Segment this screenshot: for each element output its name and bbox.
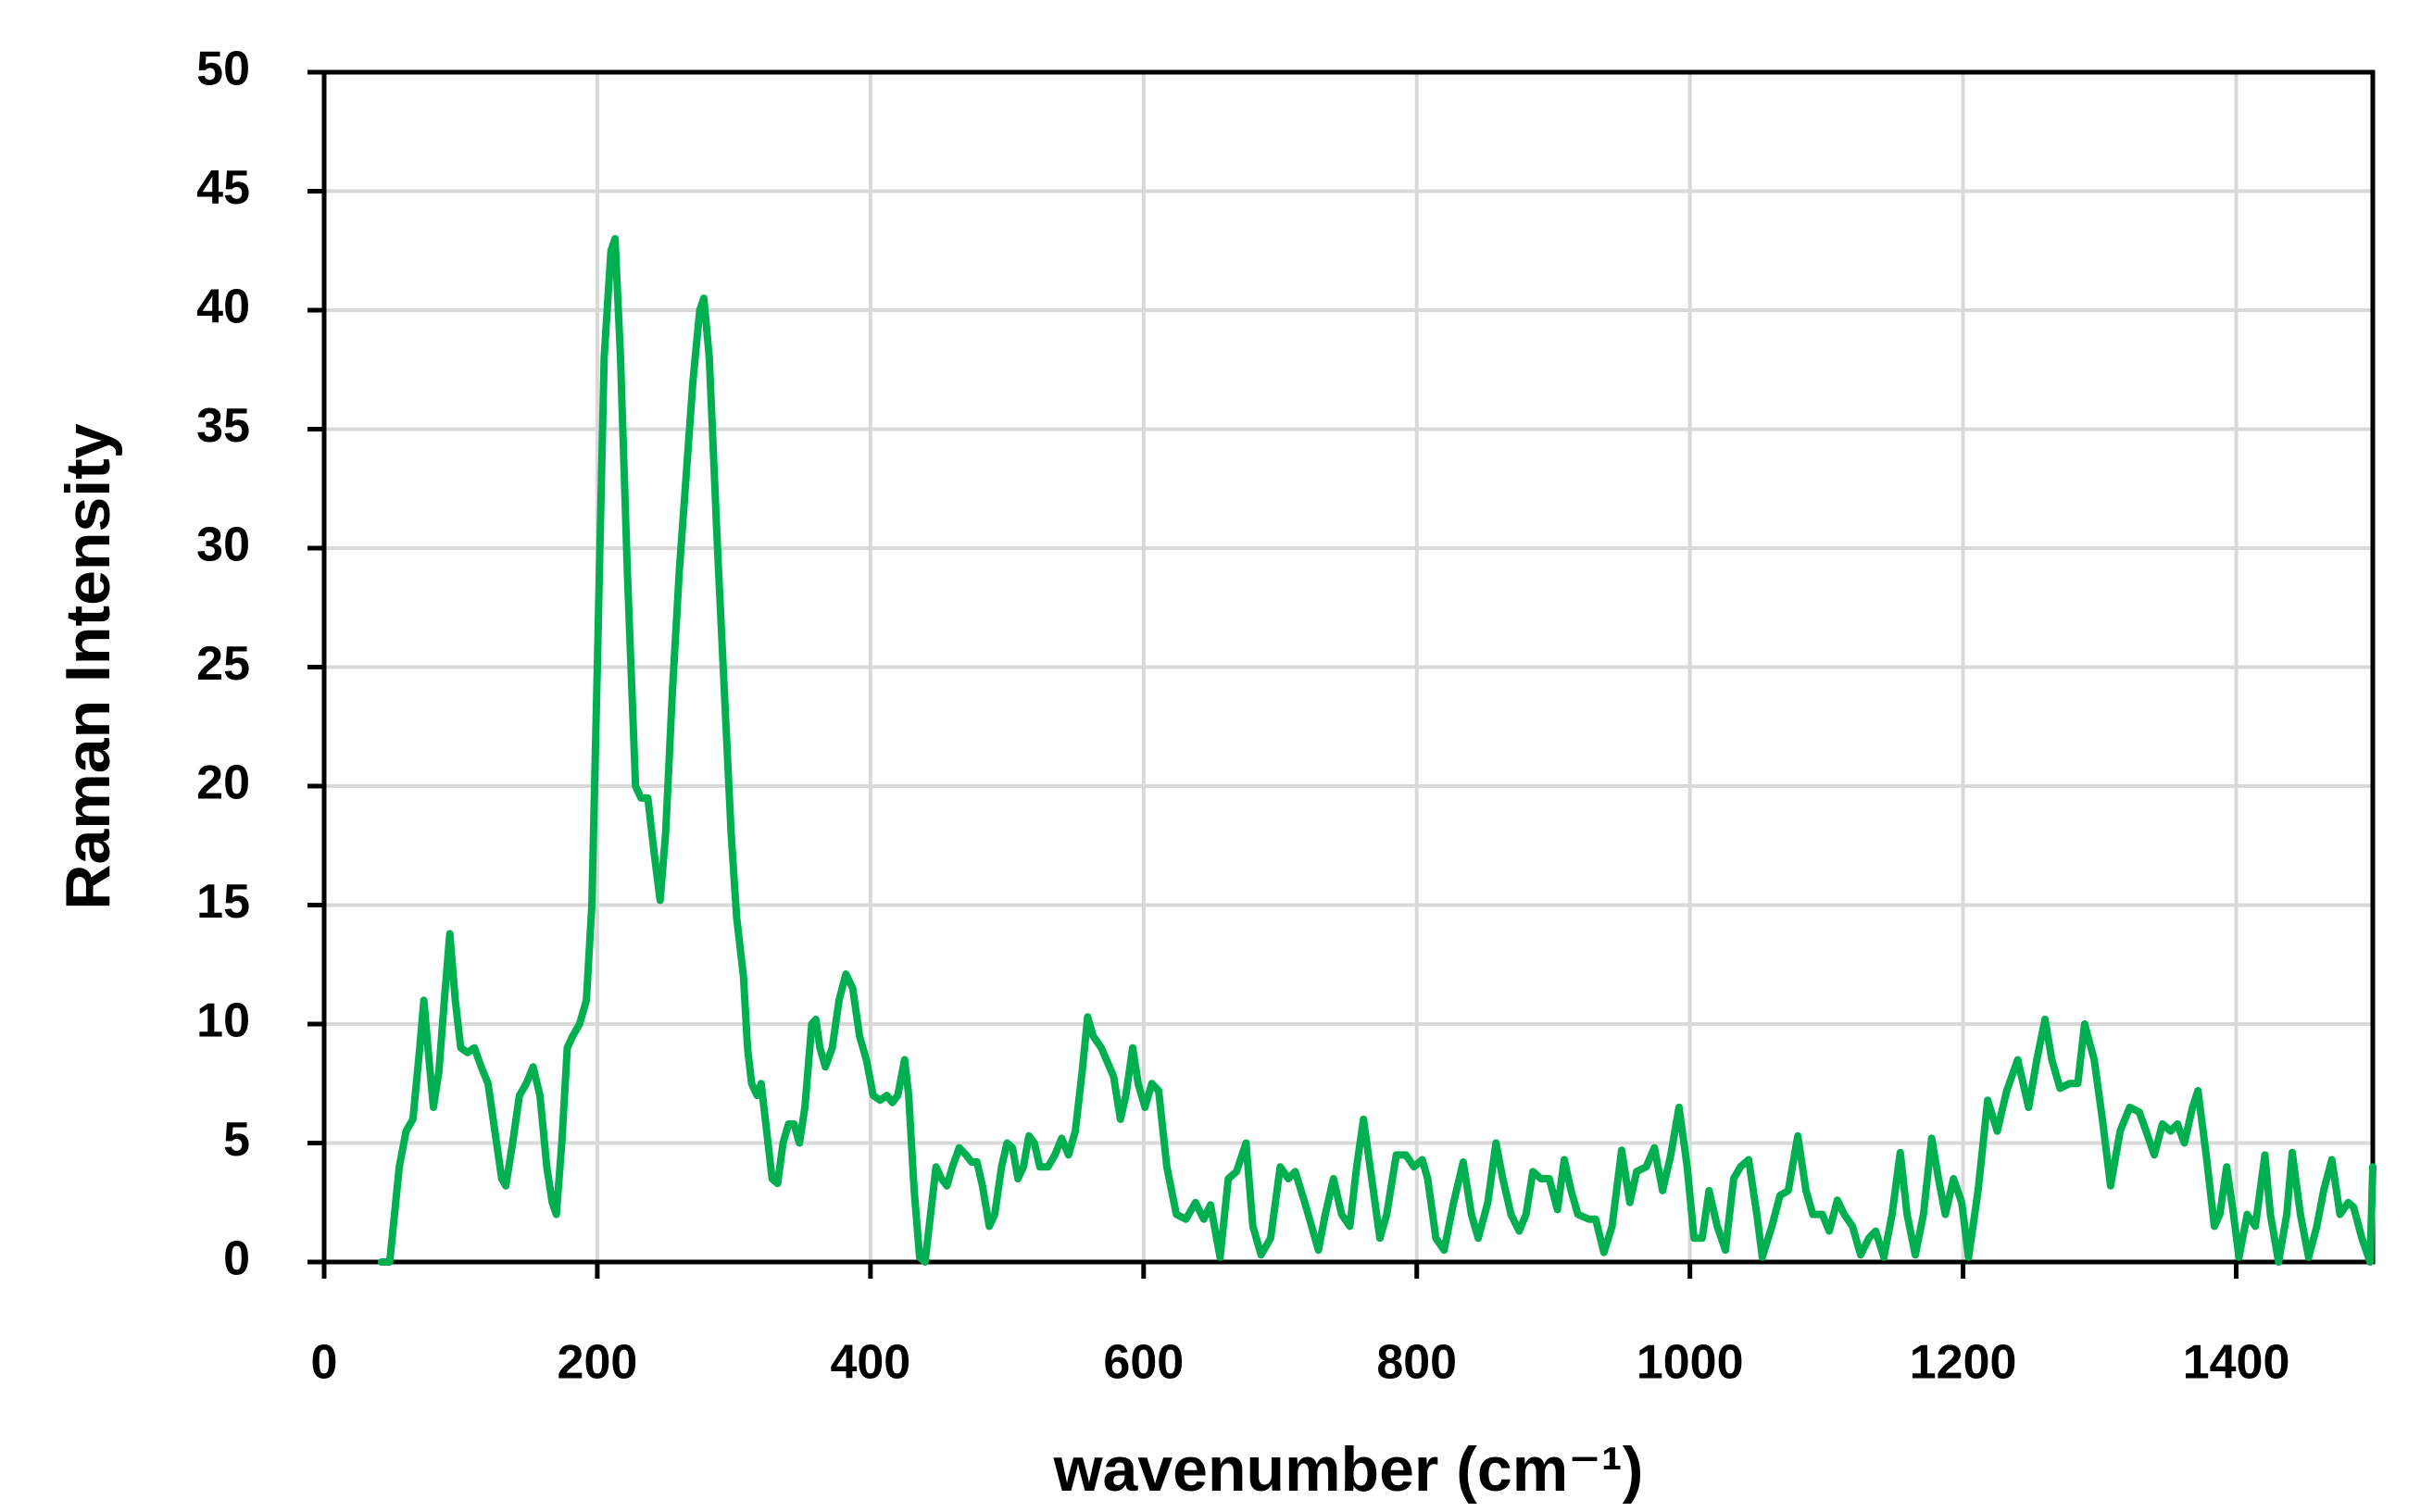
plot-frame [321,69,2376,1265]
x-tick-label: 1200 [1910,1336,2017,1390]
x-tick-label: 800 [1376,1336,1457,1390]
x-tick-label: 1400 [2183,1336,2290,1390]
y-tick-label: 0 [223,1232,250,1286]
spectrum-line [377,234,2377,1266]
x-tick-label: 200 [558,1336,638,1390]
y-tick-label: 45 [196,161,250,215]
y-tick-label: 40 [196,281,250,334]
y-tick-label: 15 [196,875,250,929]
y-tick-label: 10 [196,994,250,1048]
y-tick-label: 30 [196,519,250,572]
x-axis-title: wavenumber (cm⁻¹) [1053,1434,1644,1505]
x-tick-label: 400 [830,1336,910,1390]
x-tick-label: 0 [311,1336,338,1390]
y-tick-label: 50 [196,43,250,96]
y-tick-label: 35 [196,399,250,453]
y-axis-title: Raman Intensity [53,423,123,909]
x-tick-label: 600 [1103,1336,1184,1390]
y-tick-label: 25 [196,637,250,691]
y-tick-label: 5 [223,1113,250,1167]
x-tick-label: 1000 [1637,1336,1744,1390]
y-tick-label: 20 [196,756,250,810]
